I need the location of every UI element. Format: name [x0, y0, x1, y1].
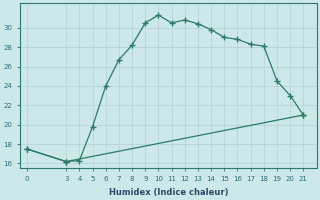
X-axis label: Humidex (Indice chaleur): Humidex (Indice chaleur) [108, 188, 228, 197]
